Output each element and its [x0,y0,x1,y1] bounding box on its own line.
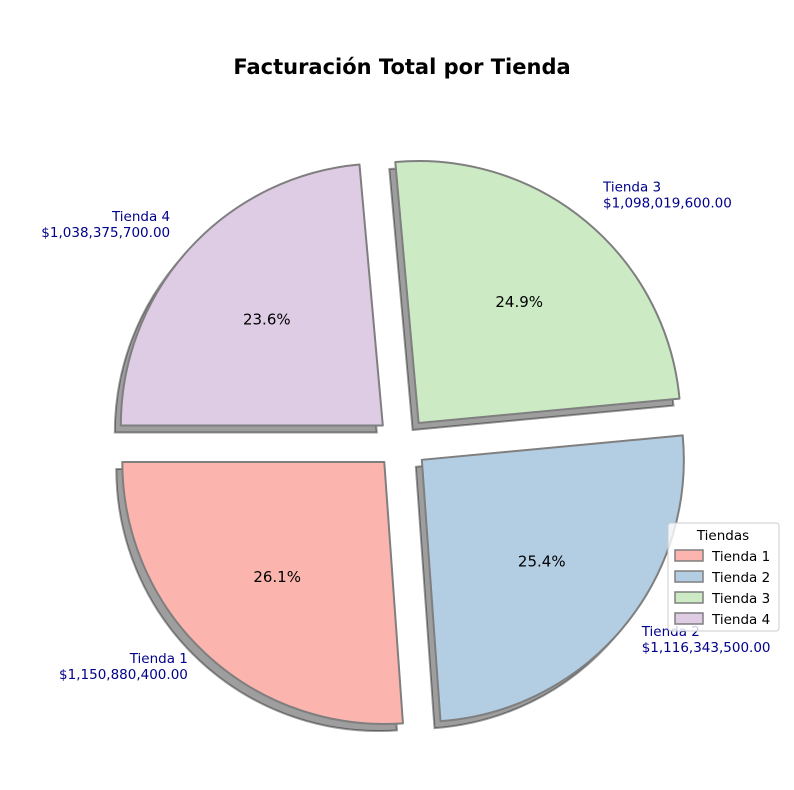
legend-swatch-tienda-1 [674,549,704,562]
legend: Tiendas Tienda 1 Tienda 2 Tienda 3 Tienda 4 [667,522,780,632]
legend-label-tienda-3: Tienda 3 [711,591,770,607]
slice-tienda-4 [119,163,384,427]
legend-swatch-tienda-2 [674,570,704,583]
slice-tienda-1 [121,461,404,725]
legend-swatch-tienda-4 [674,612,704,625]
legend-label-tienda-4: Tienda 4 [711,612,770,628]
percent-labels: 26.1% 25.4% 24.9% 23.6% [243,293,566,586]
slice-tienda-2 [420,434,685,723]
percent-label-tienda-3: 24.9% [495,293,543,311]
slice-label-tienda-4: Tienda 4 $1,038,375,700.00 [41,209,170,241]
percent-label-tienda-4: 23.6% [243,310,291,328]
slice-label-tienda-1: Tienda 1 $1,150,880,400.00 [59,651,188,683]
percent-label-tienda-1: 26.1% [253,568,301,586]
legend-swatch-tienda-3 [674,591,704,604]
slices [119,160,685,725]
legend-title: Tiendas [696,528,749,544]
percent-label-tienda-2: 25.4% [518,552,566,570]
chart-title: Facturación Total por Tienda [233,55,570,79]
legend-label-tienda-1: Tienda 1 [711,549,770,565]
slice-label-tienda-3: Tienda 3 $1,098,019,600.00 [602,180,732,212]
slice-tienda-3 [394,160,681,425]
legend-label-tienda-2: Tienda 2 [711,570,770,586]
